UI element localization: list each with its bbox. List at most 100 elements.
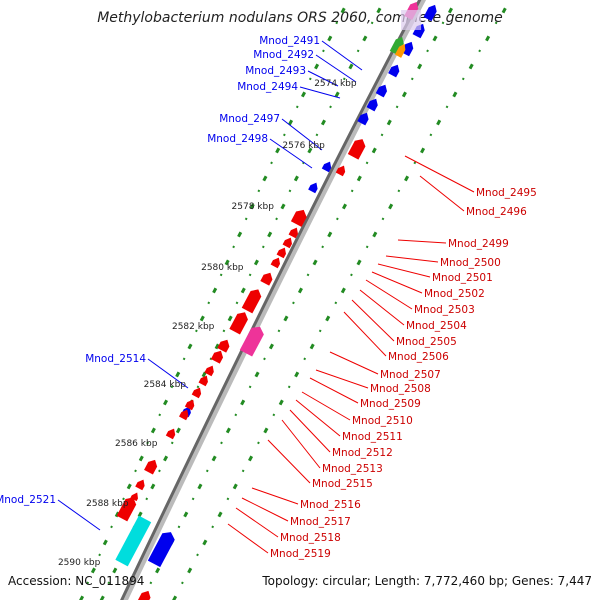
blue-gene-5-shape <box>366 98 378 112</box>
pink-gene-2507-shape <box>239 326 264 357</box>
red-gene-4 <box>282 237 292 249</box>
red-gene-11-shape <box>210 350 224 364</box>
blue-gene-4-shape <box>375 84 387 98</box>
tick-dot <box>275 217 278 221</box>
tick-dot <box>263 357 266 361</box>
tick-dot <box>376 7 382 14</box>
leader-line <box>147 358 189 389</box>
red-gene-1-shape <box>335 165 346 177</box>
tick-dot <box>122 497 125 501</box>
tick-dot <box>196 553 199 557</box>
tick-dot <box>386 119 392 126</box>
tick-dot <box>79 595 85 600</box>
red-gene-16-shape <box>179 409 189 421</box>
tick-dot <box>261 245 265 249</box>
leader-line <box>309 377 359 404</box>
red-gene-22 <box>136 590 151 600</box>
tick-dot <box>417 63 423 70</box>
red-gene-12-shape <box>204 365 214 377</box>
tick-dot <box>227 315 233 322</box>
blue-gene-4 <box>375 84 387 98</box>
red-gene-17-shape <box>165 428 176 440</box>
tick-dot <box>172 595 178 600</box>
leader-line <box>301 391 351 421</box>
tick-dot <box>308 77 312 81</box>
gene-label-right: Mnod_2507 <box>380 369 441 381</box>
blue-gene-3-shape <box>388 64 400 78</box>
tick-dot <box>110 525 113 529</box>
tick-dot <box>397 189 401 193</box>
tick-dot <box>244 217 248 221</box>
tick-dot <box>381 217 385 221</box>
gene-label-right: Mnod_2502 <box>424 288 485 300</box>
leader-line <box>315 54 357 83</box>
tick-dot-tracks <box>79 7 507 600</box>
tick-dot <box>315 133 319 137</box>
tick-dot <box>90 567 96 574</box>
tick-dot <box>420 147 426 154</box>
tick-dot <box>98 553 101 557</box>
leader-line <box>227 523 269 554</box>
backbone-shadow <box>121 0 427 600</box>
tick-dot <box>170 441 174 445</box>
tick-dot <box>395 105 399 109</box>
tick-dot <box>268 343 274 350</box>
tick-dot <box>283 315 289 322</box>
tick-dot <box>494 21 498 25</box>
leader-line <box>267 439 311 484</box>
blue-gene-0 <box>423 4 437 22</box>
tick-dot <box>307 147 313 154</box>
tick-dot <box>182 357 186 361</box>
genome-summary-text: Topology: circular; Length: 7,772,460 bp… <box>262 574 592 588</box>
tick-dot <box>334 91 340 98</box>
blue-gene-6-shape <box>357 112 369 126</box>
tick-dot <box>461 77 465 81</box>
tick-dot <box>288 119 294 126</box>
scale-label: 2588 kbp <box>86 499 129 509</box>
tick-dot <box>170 385 174 389</box>
tick-dot <box>158 413 162 417</box>
tick-dot <box>163 399 169 406</box>
tick-dot <box>288 189 292 193</box>
tick-dot <box>309 343 315 350</box>
red-gene-5 <box>276 247 286 259</box>
red-gene-2-shape <box>290 209 307 227</box>
red-gene-10 <box>217 339 230 353</box>
red-gene-9 <box>229 312 248 335</box>
red-gene-14-shape <box>191 387 202 399</box>
red-gene-3-shape <box>288 227 298 239</box>
tick-dot <box>485 35 491 42</box>
tick-dot <box>211 525 215 529</box>
red-gene-13 <box>198 375 208 387</box>
red-gene-20 <box>130 492 138 502</box>
tick-dot <box>195 329 198 333</box>
blue-gene-mid-2-shape <box>308 182 318 194</box>
lilac-gene <box>401 10 422 30</box>
tick-dot <box>295 105 299 109</box>
tick-dot <box>426 49 429 53</box>
tick-dot <box>163 455 169 462</box>
red-gene-0 <box>347 139 366 160</box>
gene-label-right: Mnod_2513 <box>322 463 383 475</box>
leader-line <box>57 499 101 531</box>
gene-label-right: Mnod_2505 <box>396 336 457 348</box>
tick-dot <box>432 35 438 42</box>
gene-label-right: Mnod_2503 <box>414 304 475 316</box>
gene-label-left: Mnod_2497 <box>219 113 280 125</box>
tick-dot <box>270 161 273 165</box>
tick-dot <box>267 231 273 238</box>
tick-dot <box>322 49 325 53</box>
red-gene-8-shape <box>241 289 262 314</box>
red-gene-6 <box>270 257 281 269</box>
red-gene-1 <box>335 165 346 177</box>
tick-dot <box>232 483 238 490</box>
tick-dot <box>138 455 144 462</box>
gene-label-left: Mnod_2493 <box>245 65 306 77</box>
scale-label: 2578 kbp <box>232 202 275 212</box>
leader-line <box>365 279 413 310</box>
gene-label-left: Mnod_2514 <box>85 353 146 365</box>
tick-dot <box>248 273 252 277</box>
tick-dot <box>107 581 111 585</box>
red-gene-6-shape <box>270 257 281 269</box>
